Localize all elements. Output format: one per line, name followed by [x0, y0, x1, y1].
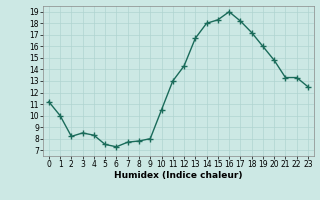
X-axis label: Humidex (Indice chaleur): Humidex (Indice chaleur)	[114, 171, 243, 180]
